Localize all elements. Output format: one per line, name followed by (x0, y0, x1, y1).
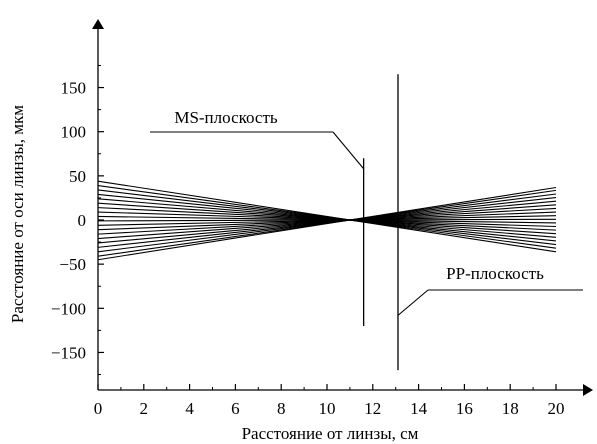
y-tick-label: −100 (51, 299, 86, 318)
y-axis-title: Расстояние от оси линзы, мкм (8, 105, 27, 323)
y-tick-label: −50 (59, 255, 86, 274)
ms-leader-line (332, 131, 365, 170)
x-tick-label: 18 (502, 399, 519, 418)
ms-plane-label: MS-плоскость (174, 108, 278, 127)
x-axis-ticks: 0 2 4 6 8 10 12 14 16 18 20 (94, 384, 565, 418)
y-tick-label: 0 (78, 211, 87, 230)
pp-leader-line (397, 289, 429, 316)
x-tick-label: 10 (319, 399, 336, 418)
x-tick-label: 4 (185, 399, 194, 418)
x-axis-title: Расстояние от линзы, см (242, 424, 419, 443)
x-tick-label: 8 (277, 399, 286, 418)
y-tick-label: 150 (61, 79, 87, 98)
pp-plane-label: PP-плоскость (446, 264, 544, 283)
x-tick-label: 20 (548, 399, 565, 418)
x-tick-label: 2 (140, 399, 149, 418)
y-tick-label: 50 (69, 167, 86, 186)
x-tick-label: 16 (456, 399, 473, 418)
ray-lines (97, 180, 557, 261)
planes (150, 74, 583, 371)
x-tick-label: 6 (231, 399, 240, 418)
x-tick-label: 14 (410, 399, 428, 418)
y-tick-label: −150 (51, 343, 86, 362)
y-tick-label: 100 (61, 123, 87, 142)
x-tick-label: 0 (94, 399, 103, 418)
x-tick-label: 12 (364, 399, 381, 418)
ray-line (97, 186, 557, 261)
y-axis-ticks: −150 −100 −50 0 50 100 150 (51, 64, 104, 376)
